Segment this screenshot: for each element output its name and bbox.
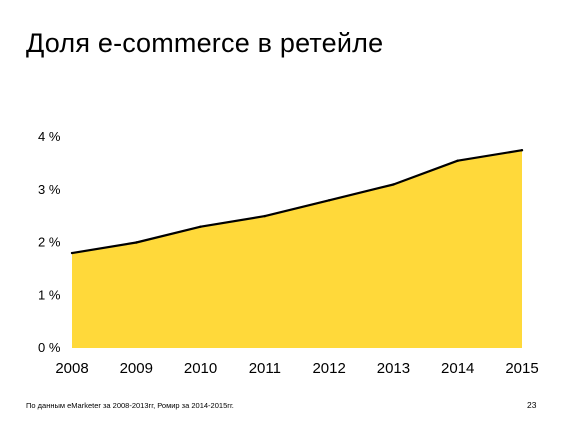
y-tick-label: 1 % bbox=[38, 287, 61, 302]
y-axis-labels: 0 % 1 % 2 % 3 % 4 % bbox=[38, 129, 61, 355]
x-tick-label: 2014 bbox=[441, 360, 474, 377]
x-tick-label: 2015 bbox=[505, 360, 538, 377]
data-point-2009 bbox=[135, 241, 138, 244]
data-point-2011 bbox=[263, 214, 267, 218]
data-point-2013 bbox=[392, 183, 395, 186]
x-axis-labels: 2008 2009 2010 2011 2012 2013 2014 2015 bbox=[55, 360, 538, 377]
series-line bbox=[71, 149, 523, 255]
y-tick-label: 3 % bbox=[38, 182, 61, 197]
y-tick-label: 4 % bbox=[38, 129, 61, 144]
x-tick-label: 2009 bbox=[120, 360, 153, 377]
x-tick-label: 2012 bbox=[312, 360, 345, 377]
x-tick-label: 2008 bbox=[55, 360, 88, 377]
page-number: 23 bbox=[527, 400, 537, 410]
data-point-2014 bbox=[456, 159, 459, 162]
x-tick-label: 2010 bbox=[184, 360, 217, 377]
data-points bbox=[70, 148, 524, 255]
data-point-2008 bbox=[70, 251, 74, 255]
data-point-2015 bbox=[520, 148, 524, 152]
y-tick-label: 0 % bbox=[38, 340, 61, 355]
data-point-2012 bbox=[327, 199, 331, 202]
x-tick-label: 2011 bbox=[249, 360, 281, 377]
source-footnote: По данным eMarketer за 2008-2013гг, Роми… bbox=[26, 401, 234, 410]
area-fill bbox=[72, 150, 522, 348]
y-tick-label: 2 % bbox=[38, 235, 61, 250]
slide-title: Доля e-commerce в ретейле bbox=[26, 28, 384, 58]
x-tick-label: 2013 bbox=[377, 360, 410, 377]
data-point-2010 bbox=[199, 225, 202, 228]
